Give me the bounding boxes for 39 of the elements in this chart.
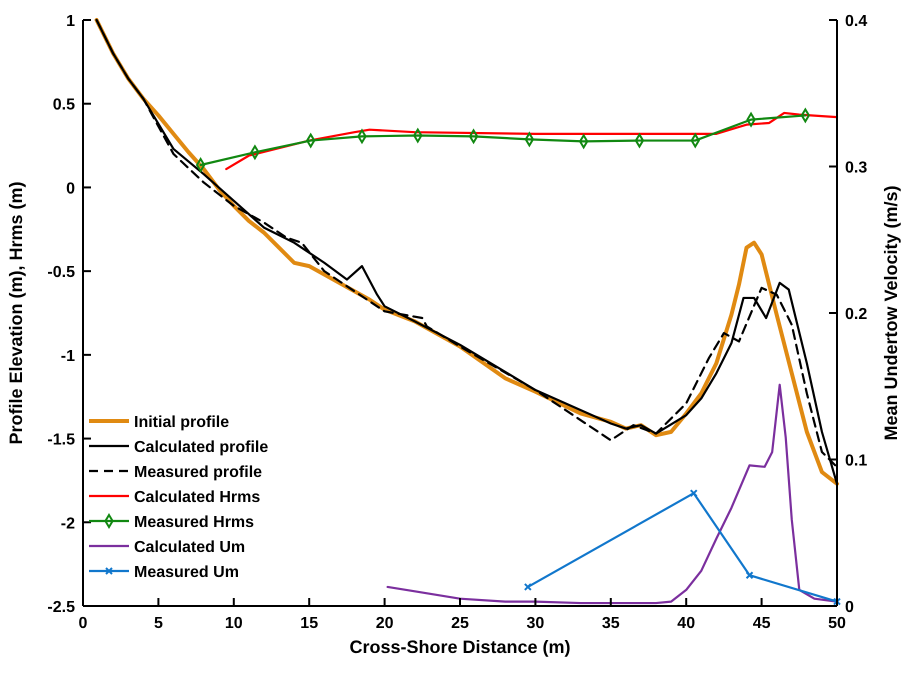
x-tick-label: 25 [451, 615, 469, 632]
y-tick-label: 0.5 [52, 96, 76, 114]
legend-label: Measured profile [134, 464, 262, 481]
legend-label: Measured Um [134, 564, 239, 581]
x-tick-label: 5 [154, 615, 163, 632]
legend-label: Calculated Hrms [134, 489, 260, 506]
point [690, 489, 698, 498]
y-axis-title: Profile Elevation (m), Hrms (m) [6, 181, 26, 445]
legend-label: Initial profile [134, 414, 230, 431]
legend-label: Calculated Um [134, 539, 246, 556]
y-tick-label: -2.5 [47, 599, 76, 616]
y2-tick-label: 0.3 [845, 160, 868, 176]
y-tick-label: -1.5 [47, 432, 76, 449]
x-tick-label: 0 [78, 615, 88, 632]
x-tick-label: 50 [828, 615, 846, 632]
x-tick-label: 20 [376, 615, 394, 632]
x-tick-label: 10 [224, 615, 243, 632]
y-tick-label: -1 [60, 348, 76, 365]
y-tick-label: 0 [66, 180, 76, 198]
x-tick-label: 15 [300, 615, 318, 632]
point [833, 598, 841, 606]
y-tick-label: -0.5 [47, 264, 76, 282]
y-tick-label: 1 [66, 13, 76, 30]
legend-label: Calculated profile [134, 439, 268, 456]
line-series [225, 112, 838, 170]
y2-tick-label: 0 [845, 599, 854, 616]
y2-tick-label: 0.2 [845, 306, 868, 323]
x-tick-label: 45 [752, 615, 771, 632]
point [746, 571, 754, 580]
y2-tick-label: 0.4 [845, 13, 868, 30]
x-axis-title: Cross-Shore Distance (m) [349, 637, 571, 657]
legend-label: Measured Hrms [134, 514, 254, 531]
x-tick-label: 30 [526, 615, 544, 632]
point [524, 582, 532, 591]
x-tick-label: 40 [677, 615, 696, 632]
y2-tick-label: 0.1 [845, 452, 868, 470]
y2-axis-title: Mean Undertow Velocity (m/s) [881, 185, 901, 441]
y-tick-label: -2 [60, 515, 76, 532]
x-tick-label: 35 [602, 615, 620, 632]
